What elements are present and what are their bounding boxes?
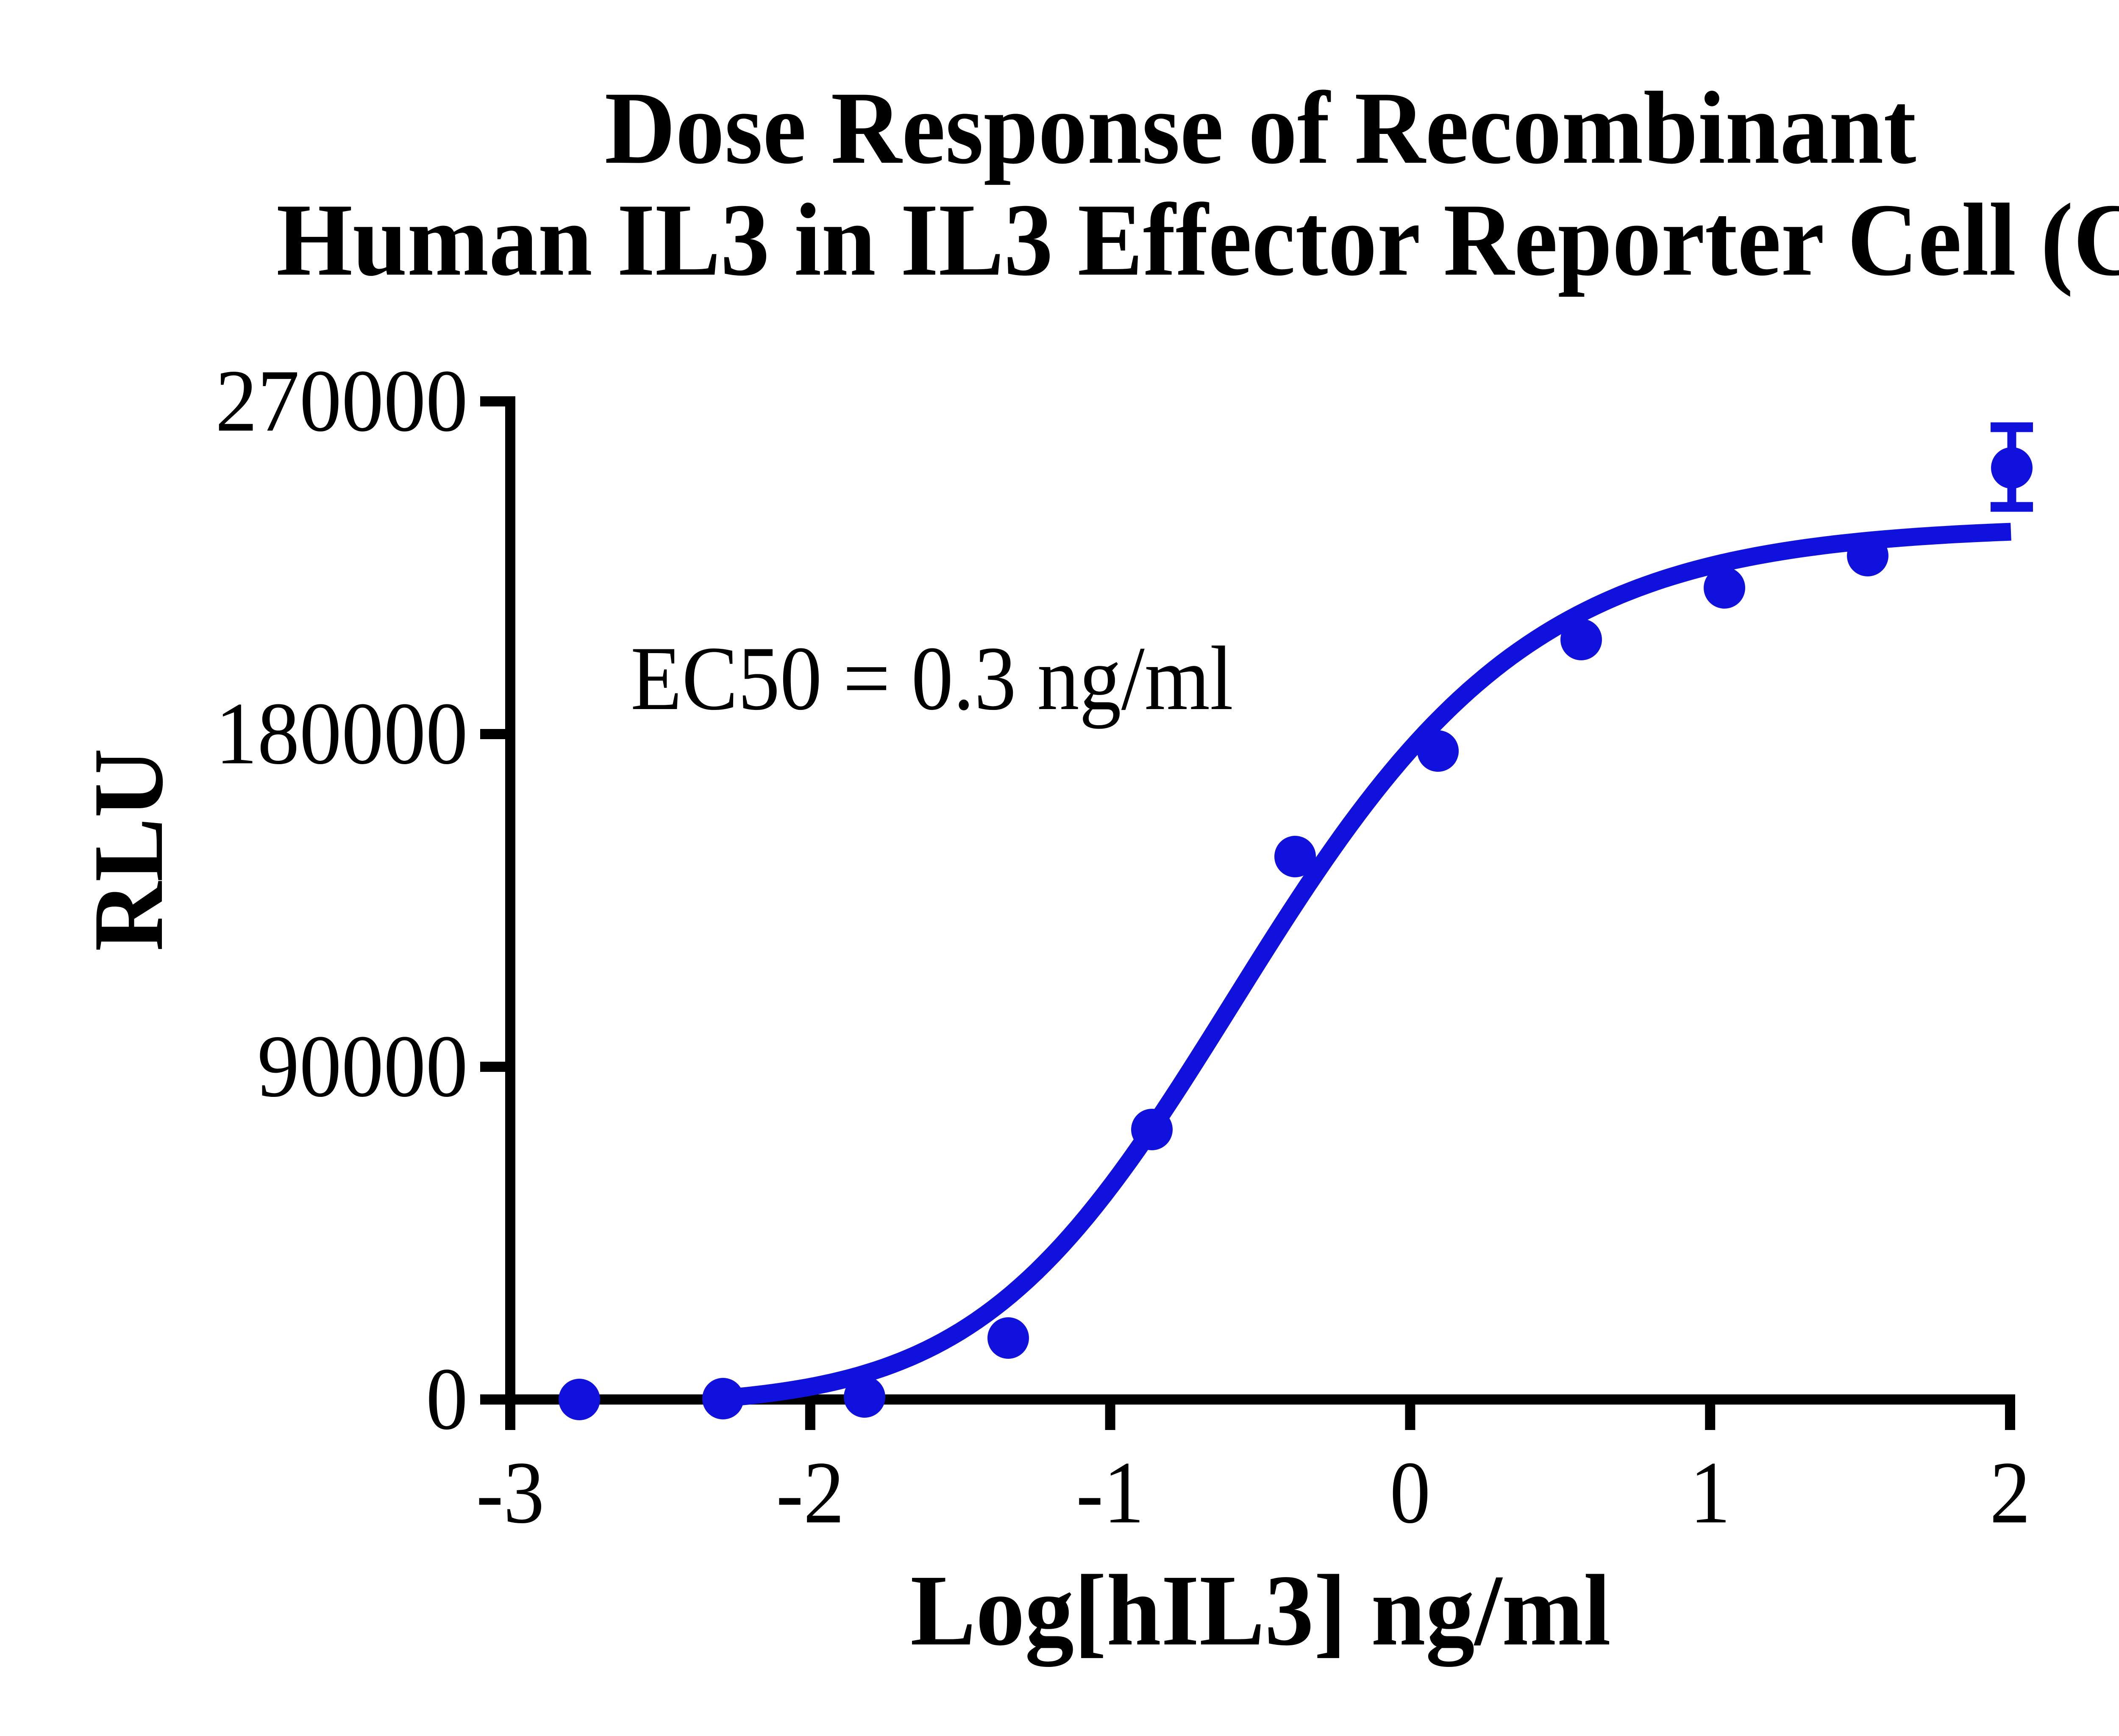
- svg-text:Human IL3 in IL3 Effector Repo: Human IL3 in IL3 Effector Reporter Cell …: [276, 182, 2119, 297]
- svg-text:-3: -3: [476, 1444, 545, 1542]
- svg-text:-2: -2: [776, 1444, 844, 1542]
- svg-text:Dose Response of Recombinant: Dose Response of Recombinant: [605, 70, 1916, 185]
- svg-text:-1: -1: [1076, 1444, 1144, 1542]
- svg-text:Log[hIL3] ng/ml: Log[hIL3] ng/ml: [910, 1554, 1611, 1667]
- svg-text:2: 2: [1990, 1444, 2030, 1542]
- svg-text:270000: 270000: [215, 352, 468, 450]
- svg-text:RLU: RLU: [73, 748, 184, 951]
- svg-text:180000: 180000: [215, 684, 468, 783]
- svg-text:EC50 = 0.3 ng/ml: EC50 = 0.3 ng/ml: [631, 628, 1233, 729]
- svg-text:0: 0: [426, 1350, 468, 1448]
- svg-text:0: 0: [1390, 1444, 1430, 1542]
- svg-text:1: 1: [1690, 1444, 1730, 1542]
- svg-text:90000: 90000: [257, 1017, 468, 1116]
